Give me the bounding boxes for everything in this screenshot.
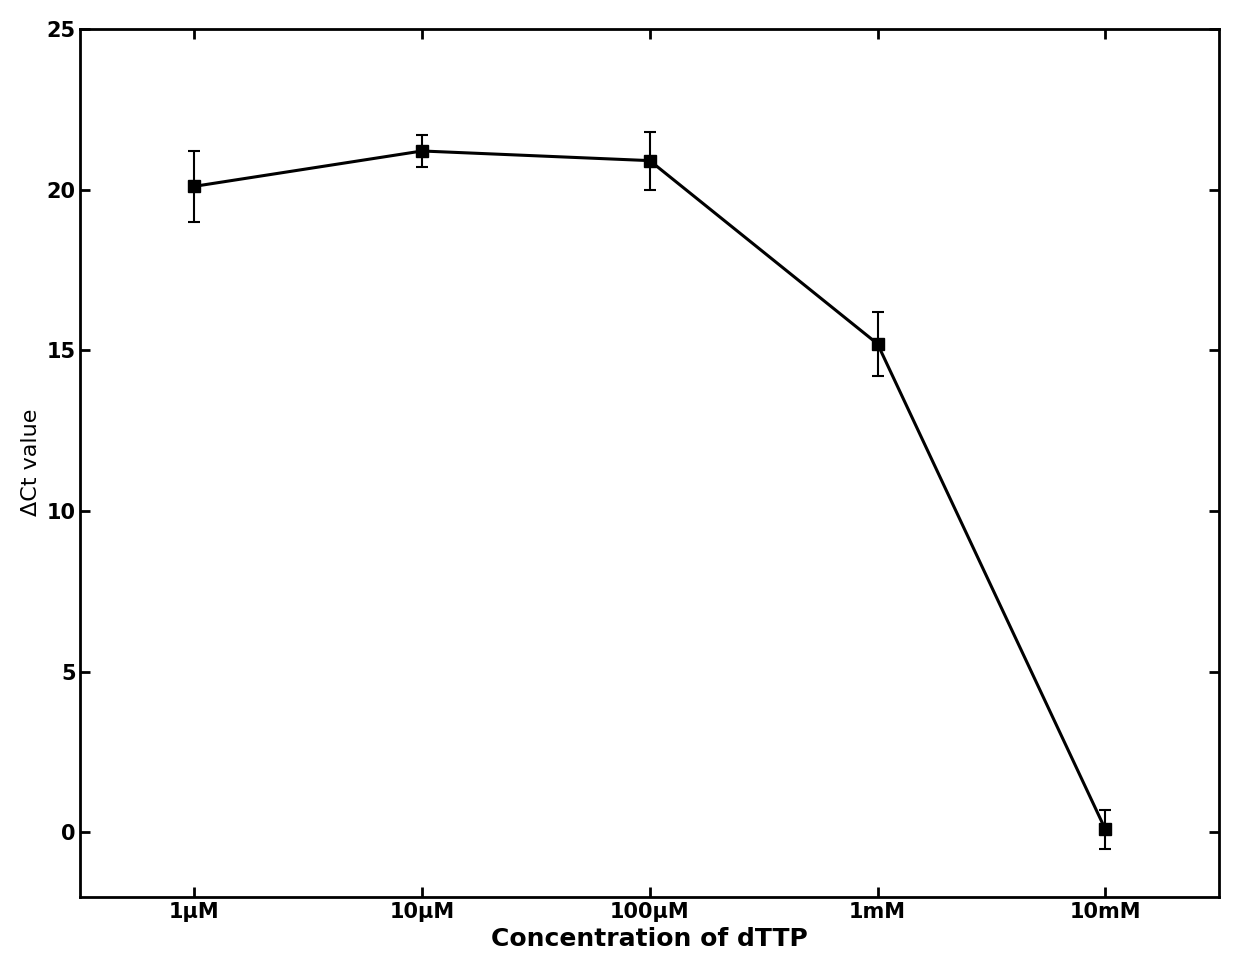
Y-axis label: ΔCt value: ΔCt value (21, 409, 41, 516)
X-axis label: Concentration of dTTP: Concentration of dTTP (491, 927, 808, 952)
